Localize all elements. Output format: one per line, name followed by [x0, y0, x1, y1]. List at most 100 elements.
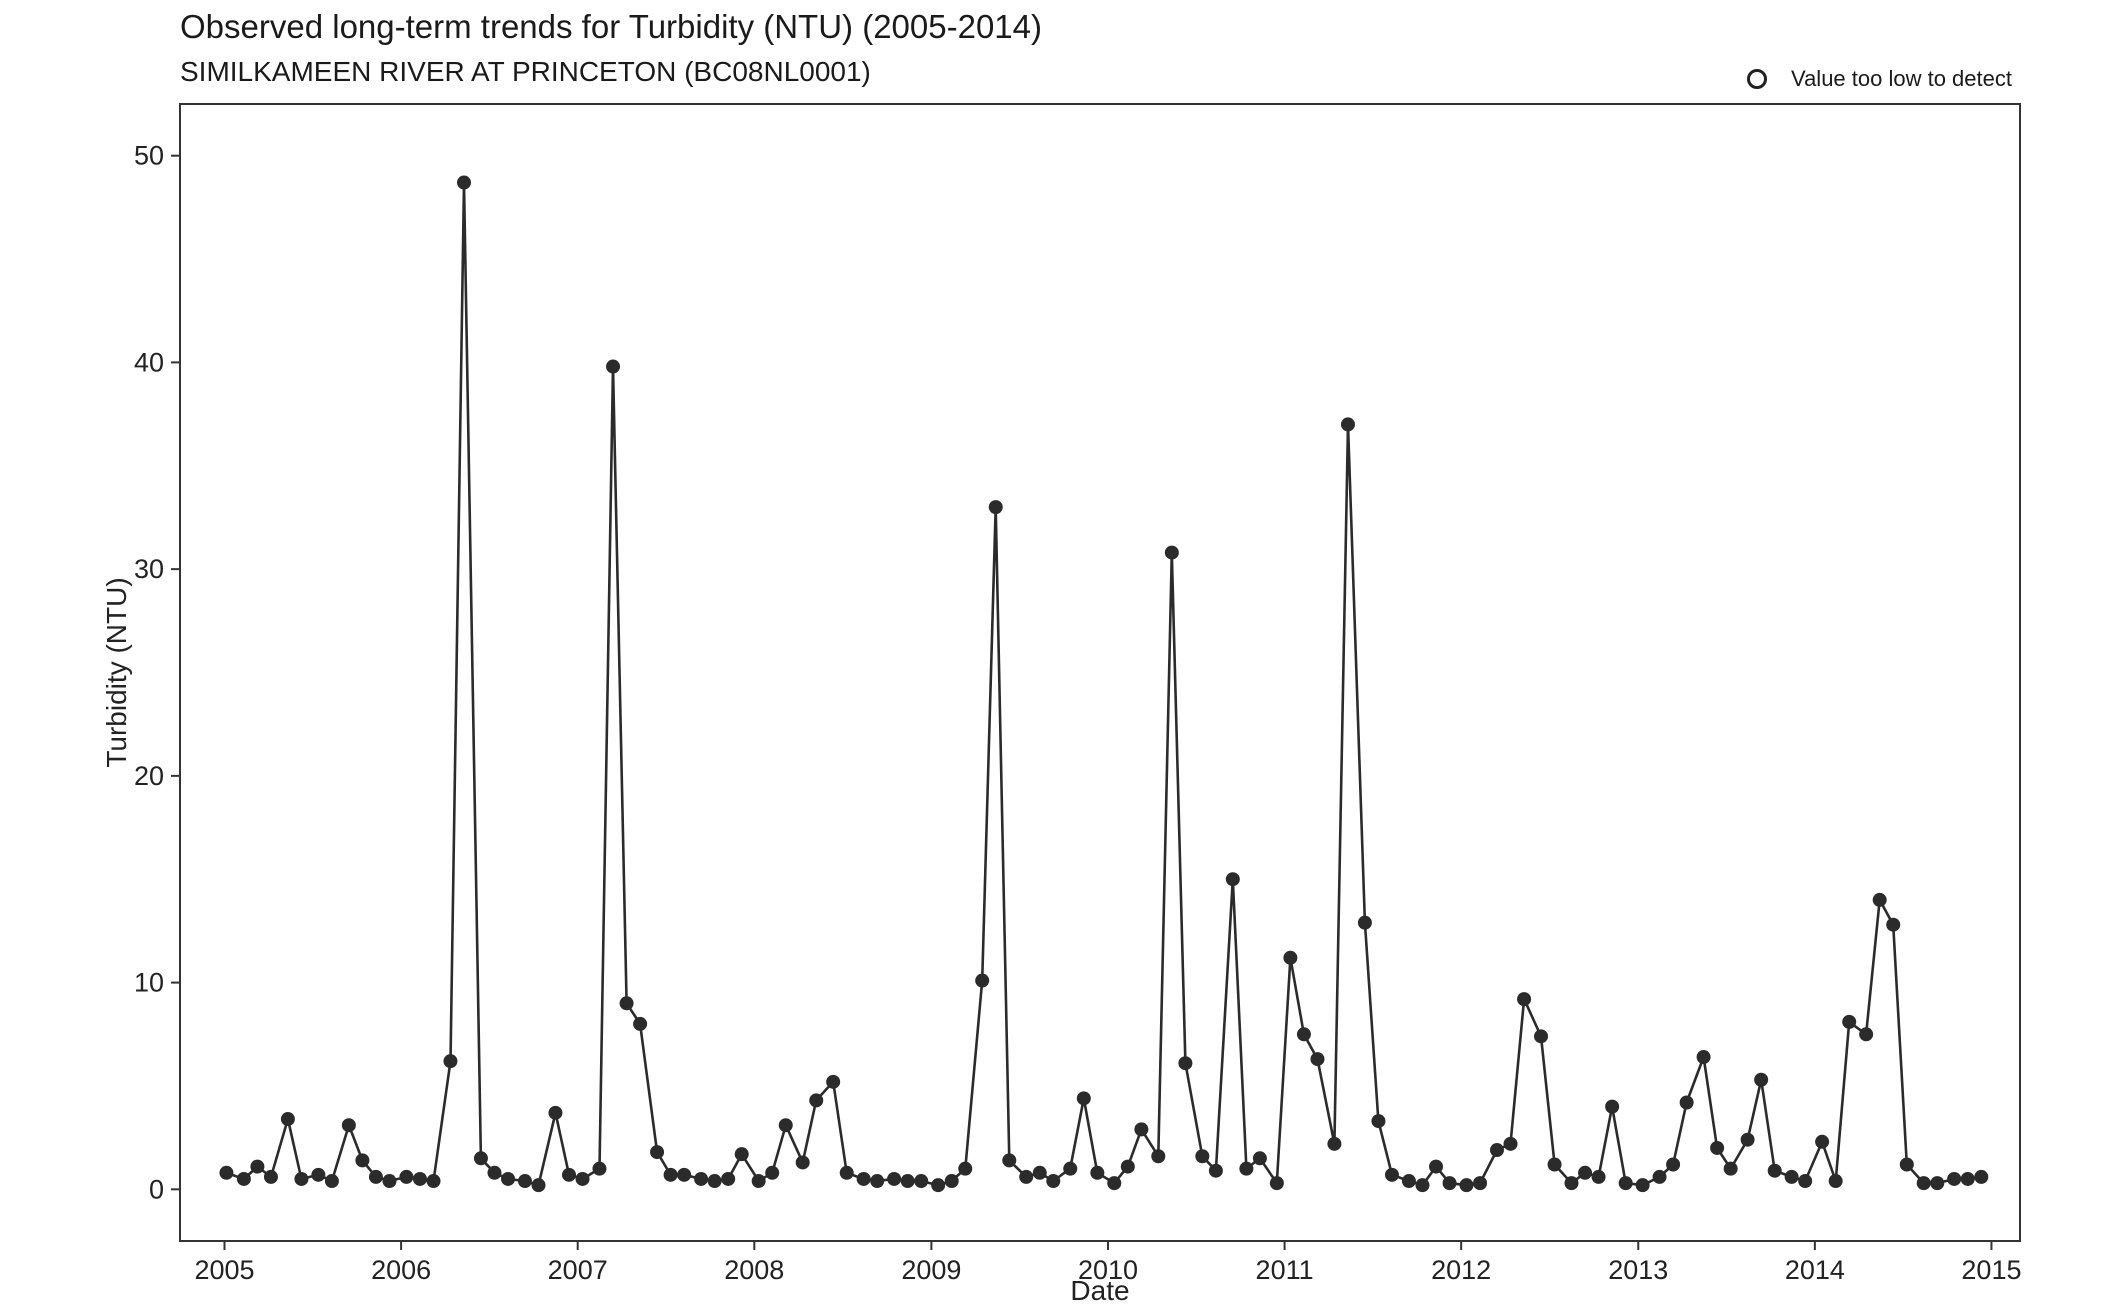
x-tick-label: 2011 — [1256, 1255, 1314, 1285]
data-point — [650, 1145, 665, 1160]
data-point — [633, 1016, 648, 1031]
data-point — [663, 1167, 678, 1182]
data-point — [1828, 1174, 1843, 1189]
data-point — [1886, 917, 1901, 932]
data-point — [1002, 1153, 1017, 1168]
data-point — [280, 1112, 295, 1127]
data-point — [517, 1174, 532, 1189]
data-point — [592, 1161, 607, 1176]
data-point — [294, 1171, 309, 1186]
data-point — [734, 1147, 749, 1162]
y-tick-label: 0 — [149, 1174, 164, 1204]
data-point — [1798, 1174, 1813, 1189]
x-tick-label: 2007 — [548, 1255, 608, 1285]
data-point — [1618, 1176, 1633, 1191]
data-point — [870, 1174, 885, 1189]
data-point — [1178, 1056, 1193, 1071]
data-point — [1754, 1072, 1769, 1087]
data-point — [1591, 1169, 1606, 1184]
data-point — [1019, 1169, 1034, 1184]
data-point — [1164, 545, 1179, 560]
data-point — [1710, 1140, 1725, 1155]
data-point — [219, 1165, 234, 1180]
data-point — [1120, 1159, 1135, 1174]
data-point — [1784, 1169, 1799, 1184]
data-point — [1916, 1176, 1931, 1191]
data-point — [914, 1174, 929, 1189]
data-point — [1564, 1176, 1579, 1191]
data-point — [1578, 1165, 1593, 1180]
x-tick-label: 2014 — [1785, 1255, 1845, 1285]
data-point — [250, 1159, 265, 1174]
data-point — [1815, 1134, 1830, 1149]
data-point — [1489, 1143, 1504, 1158]
data-point — [473, 1151, 488, 1166]
data-point — [1723, 1161, 1738, 1176]
data-point — [1459, 1178, 1474, 1193]
x-tick-label: 2009 — [901, 1255, 961, 1285]
x-tick-label: 2006 — [371, 1255, 431, 1285]
data-point — [1225, 872, 1240, 887]
data-point — [1930, 1176, 1945, 1191]
data-point — [1740, 1132, 1755, 1147]
data-point — [1534, 1029, 1549, 1044]
data-point — [1635, 1178, 1650, 1193]
y-tick-label: 50 — [134, 141, 164, 171]
data-point — [619, 996, 634, 1011]
data-point — [1327, 1136, 1342, 1151]
data-point — [1666, 1157, 1681, 1172]
data-point — [721, 1171, 736, 1186]
data-point — [501, 1171, 516, 1186]
data-point — [931, 1178, 946, 1193]
x-tick-label: 2010 — [1078, 1255, 1138, 1285]
data-point — [443, 1054, 458, 1069]
data-point — [1076, 1091, 1091, 1106]
legend-label: Value too low to detect — [1791, 66, 2012, 91]
x-tick-label: 2015 — [1961, 1255, 2021, 1285]
x-axis-title: Date — [1070, 1275, 1129, 1306]
data-point — [839, 1165, 854, 1180]
data-point — [826, 1074, 841, 1089]
data-point — [311, 1167, 326, 1182]
data-point — [575, 1171, 590, 1186]
y-tick-label: 20 — [134, 761, 164, 791]
chart-subtitle: SIMILKAMEEN RIVER AT PRINCETON (BC08NL00… — [180, 56, 871, 87]
data-point — [1974, 1169, 1989, 1184]
y-tick-label: 40 — [134, 347, 164, 377]
data-point — [778, 1118, 793, 1133]
data-point — [856, 1171, 871, 1186]
data-point — [457, 175, 472, 190]
data-point — [1239, 1161, 1254, 1176]
data-point — [1032, 1165, 1047, 1180]
data-point — [324, 1174, 339, 1189]
data-point — [1605, 1099, 1620, 1114]
data-point — [1310, 1052, 1325, 1067]
chart-title: Observed long-term trends for Turbidity … — [180, 8, 1042, 45]
data-point — [1340, 417, 1355, 432]
data-point — [1859, 1027, 1874, 1042]
data-point — [1517, 992, 1532, 1007]
data-point — [426, 1174, 441, 1189]
data-point — [1269, 1176, 1284, 1191]
data-point — [751, 1174, 766, 1189]
data-point — [1134, 1122, 1149, 1137]
data-point — [944, 1174, 959, 1189]
data-point — [382, 1174, 397, 1189]
data-point — [1252, 1151, 1267, 1166]
data-point — [1473, 1176, 1488, 1191]
data-point — [1208, 1163, 1223, 1178]
data-point — [1283, 950, 1298, 965]
data-point — [1547, 1157, 1562, 1172]
data-point — [1107, 1176, 1122, 1191]
y-tick-label: 10 — [134, 968, 164, 998]
y-axis-title: Turbidity (NTU) — [101, 577, 132, 767]
data-point — [1679, 1095, 1694, 1110]
data-point — [707, 1174, 722, 1189]
data-point — [399, 1169, 414, 1184]
data-point — [1503, 1136, 1518, 1151]
data-point — [531, 1178, 546, 1193]
data-point — [1401, 1174, 1416, 1189]
data-point — [809, 1093, 824, 1108]
x-tick-label: 2013 — [1608, 1255, 1668, 1285]
